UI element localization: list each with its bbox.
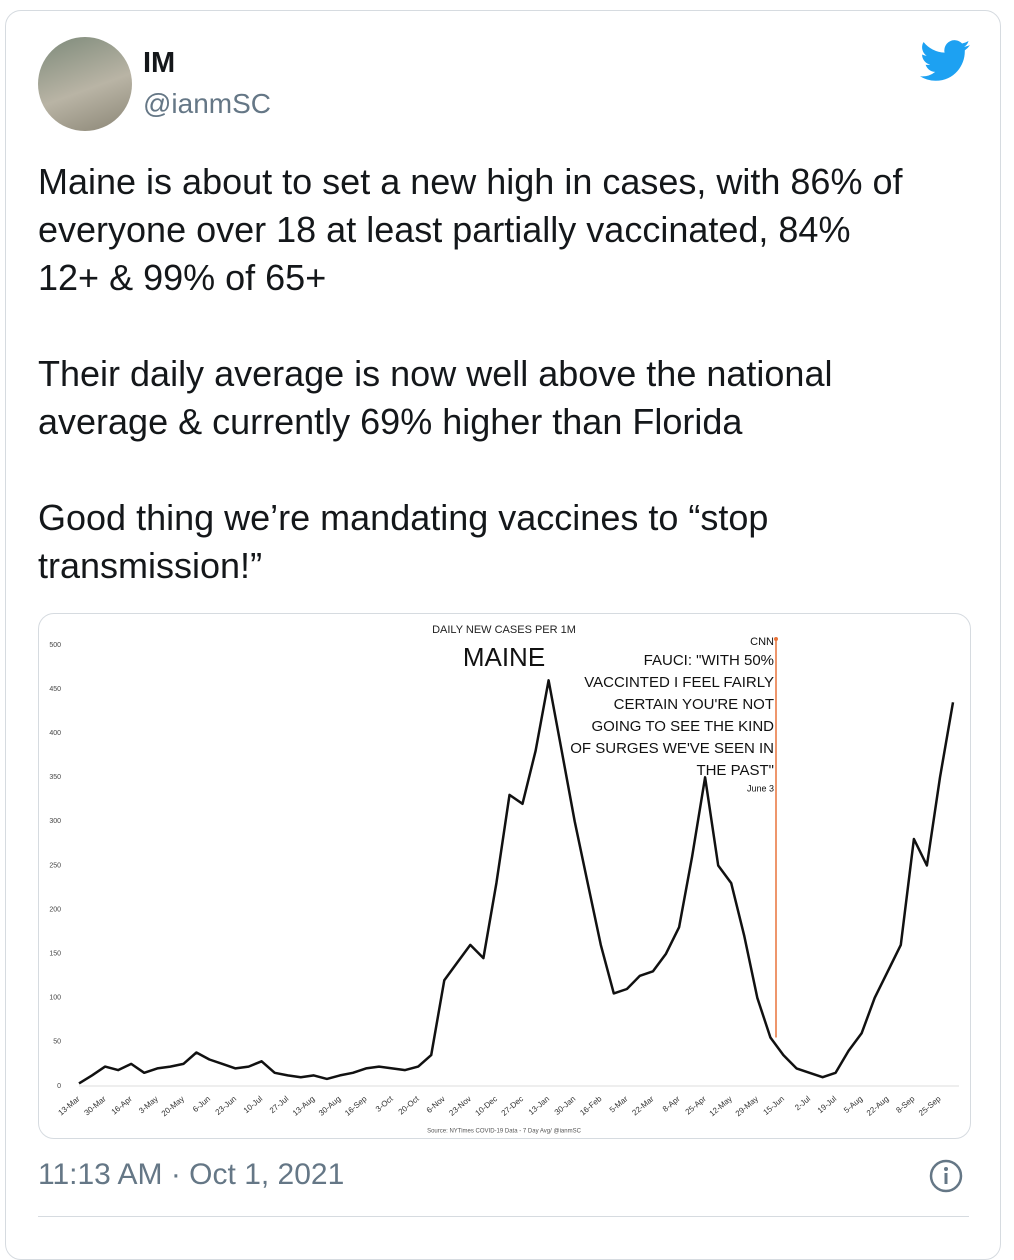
x-tick-label: 30-Mar (83, 1094, 108, 1117)
x-tick-label: 13-Aug (291, 1094, 317, 1117)
x-tick-label: 13-Jan (527, 1094, 552, 1117)
annotation-date: June 3 (747, 783, 774, 793)
x-tick-label: 6-Nov (425, 1094, 447, 1115)
text-line: transmission!” (38, 545, 263, 586)
text-line: Their daily average is now well above th… (38, 353, 833, 394)
y-tick-label: 450 (49, 686, 61, 693)
x-tick-label: 29-May (734, 1094, 760, 1118)
text-line: Maine is about to set a new high in case… (38, 161, 903, 202)
x-tick-label: 5-Aug (842, 1094, 864, 1115)
x-tick-label: 27-Jul (268, 1094, 291, 1115)
text-line: 12+ & 99% of 65+ (38, 257, 327, 298)
timestamp[interactable]: 11:13 AM · Oct 1, 2021 (38, 1158, 345, 1191)
x-tick-label: 3-May (137, 1094, 160, 1115)
x-tick-label: 16-Apr (110, 1094, 134, 1117)
x-tick-label: 25-Sep (917, 1094, 943, 1118)
info-icon[interactable] (928, 1158, 964, 1194)
x-tick-label: 22-Aug (865, 1094, 891, 1117)
handle[interactable]: @ianmSC (143, 88, 272, 119)
y-tick-label: 150 (49, 951, 61, 958)
text-line: everyone over 18 at least partially vacc… (38, 209, 851, 250)
x-tick-label: 3-Oct (374, 1094, 395, 1114)
x-tick-label: 10-Dec (474, 1094, 500, 1117)
data-line (78, 679, 955, 1085)
annotation-text: VACCINTED I FEEL FAIRLY (584, 674, 774, 691)
paragraph: Good thing we’re mandating vaccines to “… (38, 494, 903, 590)
x-tick-label: 16-Feb (578, 1094, 604, 1118)
x-tick-label: 5-Mar (608, 1094, 630, 1115)
annotation-text: THE PAST" (696, 762, 774, 779)
x-tick-label: 13-Mar (56, 1094, 81, 1117)
paragraph: Their daily average is now well above th… (38, 350, 903, 446)
chart-source: Source: NYTimes COVID-19 Data - 7 Day Av… (427, 1129, 581, 1135)
x-tick-label: 8-Sep (894, 1094, 917, 1115)
chart-title: DAILY NEW CASES PER 1M (432, 624, 576, 636)
x-tick-label: 23-Jun (214, 1094, 239, 1117)
x-tick-label: 16-Sep (343, 1094, 369, 1118)
annotation-text: FAUCI: "WITH 50% (644, 652, 774, 669)
x-tick-label: 20-May (160, 1094, 186, 1118)
avatar[interactable] (38, 37, 132, 131)
paragraph: Maine is about to set a new high in case… (38, 158, 903, 302)
text-line: average & currently 69% higher than Flor… (38, 401, 743, 442)
x-tick-label: 20-Oct (397, 1094, 422, 1117)
y-tick-label: 100 (49, 995, 61, 1002)
y-tick-label: 300 (49, 818, 61, 825)
text-line: Good thing we’re mandating vaccines to “… (38, 497, 769, 538)
y-tick-label: 0 (57, 1083, 61, 1090)
x-tick-label: 22-Mar (630, 1094, 655, 1117)
x-tick-label: 30-Aug (317, 1094, 343, 1117)
divider (38, 1216, 969, 1217)
x-tick-label: 27-Dec (500, 1094, 526, 1117)
annotation-dot (774, 637, 778, 641)
x-tick-label: 8-Apr (661, 1094, 682, 1114)
annotation-text: OF SURGES WE'VE SEEN IN (570, 740, 774, 757)
annotation-text: CERTAIN YOU'RE NOT (614, 696, 774, 713)
chart-subtitle: MAINE (463, 642, 545, 672)
x-tick-label: 2-Jul (793, 1094, 812, 1112)
y-tick-label: 250 (49, 862, 61, 869)
chart: DAILY NEW CASES PER 1M MAINE 0 50 100 150 200 2… (49, 624, 959, 1135)
y-tick-label: 200 (49, 906, 61, 913)
twitter-logo[interactable] (920, 40, 970, 82)
y-tick-label: 50 (53, 1039, 61, 1046)
x-tick-label: 19-Jul (816, 1094, 839, 1115)
tweet-text: Maine is about to set a new high in case… (38, 158, 903, 638)
annotation-source: CNN (750, 636, 774, 648)
x-tick-label: 25-Apr (684, 1094, 708, 1117)
x-tick-label: 12-May (708, 1094, 734, 1118)
y-tick-label: 350 (49, 774, 61, 781)
x-tick-label: 23-Nov (447, 1094, 473, 1117)
chart-image[interactable]: DAILY NEW CASES PER 1M MAINE 0 50 100 150 200 2… (38, 613, 971, 1139)
x-tick-label: 30-Jan (553, 1094, 578, 1117)
annotation-text: GOING TO SEE THE KIND (591, 718, 774, 735)
y-tick-label: 400 (49, 730, 61, 737)
x-tick-label: 15-Jun (762, 1094, 787, 1117)
y-tick-label: 500 (49, 642, 61, 649)
x-tick-label: 6-Jun (191, 1094, 212, 1114)
display-name[interactable]: IM (143, 47, 176, 79)
x-tick-label: 10-Jul (242, 1094, 265, 1115)
